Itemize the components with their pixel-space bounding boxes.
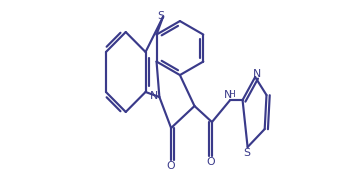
Text: N: N (150, 91, 159, 101)
Text: N: N (253, 69, 261, 79)
Text: N: N (224, 90, 232, 100)
Text: O: O (167, 161, 176, 171)
Text: S: S (243, 148, 250, 158)
Text: H: H (228, 90, 235, 99)
Text: O: O (207, 157, 215, 167)
Text: S: S (157, 11, 164, 21)
